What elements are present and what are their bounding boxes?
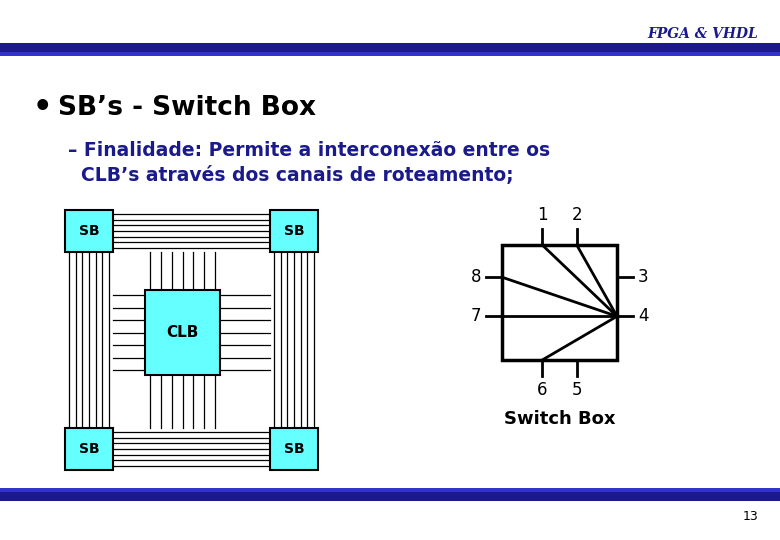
Text: CLB’s através dos canais de roteamento;: CLB’s através dos canais de roteamento; — [68, 165, 513, 185]
Text: 4: 4 — [638, 307, 648, 325]
Text: 1: 1 — [537, 206, 548, 224]
Text: 2: 2 — [572, 206, 582, 224]
Text: SB: SB — [79, 442, 99, 456]
Text: 13: 13 — [743, 510, 758, 523]
Bar — [270, 210, 318, 252]
Text: 7: 7 — [470, 307, 481, 325]
Bar — [0, 488, 780, 492]
Text: 8: 8 — [470, 268, 481, 286]
Text: CLB: CLB — [166, 325, 199, 340]
Bar — [270, 428, 318, 470]
Bar — [145, 290, 220, 375]
Text: 6: 6 — [537, 381, 548, 399]
Text: SB: SB — [79, 224, 99, 238]
Text: – Finalidade: Permite a interconexão entre os: – Finalidade: Permite a interconexão ent… — [68, 140, 550, 159]
Bar — [0, 492, 780, 501]
Text: 3: 3 — [638, 268, 649, 286]
Bar — [502, 245, 617, 360]
Text: •: • — [32, 93, 51, 123]
Text: FPGA & VHDL: FPGA & VHDL — [647, 27, 758, 41]
Bar — [0, 52, 780, 56]
Bar — [65, 210, 113, 252]
Text: SB: SB — [284, 224, 304, 238]
Text: 5: 5 — [572, 381, 582, 399]
Text: SB: SB — [284, 442, 304, 456]
Bar — [0, 43, 780, 52]
Text: Switch Box: Switch Box — [504, 410, 615, 428]
Bar — [65, 428, 113, 470]
Text: SB’s - Switch Box: SB’s - Switch Box — [58, 95, 316, 121]
